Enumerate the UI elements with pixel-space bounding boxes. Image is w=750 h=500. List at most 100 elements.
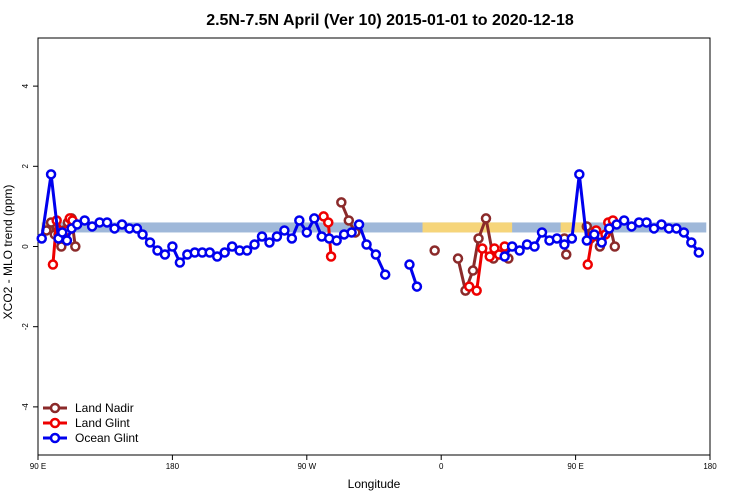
data-point — [514, 245, 525, 256]
legend-swatch-marker-2 — [49, 432, 61, 444]
data-point — [286, 233, 298, 244]
data-point — [467, 265, 479, 276]
data-point — [656, 219, 667, 230]
data-point — [484, 251, 495, 262]
data-point — [626, 221, 637, 232]
data-point — [116, 219, 128, 230]
band-ocean — [41, 222, 707, 233]
x-tick-label-2: 90 W — [297, 462, 316, 471]
data-point — [71, 219, 83, 230]
data-point — [219, 247, 230, 258]
legend-label-2: Ocean Glint — [75, 431, 139, 445]
data-point — [226, 241, 238, 252]
data-point — [57, 227, 68, 238]
data-point — [353, 219, 365, 230]
data-point — [45, 169, 57, 180]
data-point — [566, 233, 578, 244]
data-point — [686, 237, 697, 248]
chart-title: 2.5N-7.5N April (Ver 10) 2015-01-01 to 2… — [206, 12, 574, 29]
data-point — [279, 225, 290, 236]
data-point — [477, 243, 488, 254]
data-point — [131, 223, 143, 234]
data-point — [582, 259, 593, 270]
y-tick-label-1: -2 — [21, 323, 30, 331]
data-point — [167, 241, 178, 252]
data-point — [452, 253, 464, 264]
data-point — [536, 227, 548, 238]
data-point — [271, 231, 283, 242]
data-point — [561, 249, 572, 260]
data-point — [323, 217, 334, 228]
data-point — [404, 259, 415, 270]
data-point — [204, 247, 215, 258]
data-point — [309, 213, 320, 224]
plot-frame — [37, 37, 711, 456]
data-point — [551, 233, 563, 244]
data-point — [559, 239, 570, 250]
data-point — [429, 245, 440, 256]
data-point — [596, 237, 607, 248]
x-tick-label-0: 90 E — [30, 462, 46, 471]
data-point — [61, 235, 73, 246]
data-point — [648, 223, 660, 234]
data-point — [618, 215, 630, 226]
data-point — [611, 219, 622, 230]
data-point — [70, 241, 81, 252]
x-tick-label-5: 180 — [703, 462, 717, 471]
data-point — [361, 239, 372, 250]
data-point — [241, 245, 253, 256]
y-tick-label-2: 0 — [21, 244, 30, 249]
legend-label-0: Land Nadir — [75, 401, 134, 415]
y-tick-label-4: 4 — [21, 83, 30, 88]
data-point — [581, 235, 593, 246]
y-axis: -4 -2 0 2 4 — [21, 83, 38, 410]
data-point — [211, 251, 223, 262]
data-point — [463, 281, 475, 292]
data-point — [137, 229, 148, 240]
data-point — [325, 251, 337, 262]
data-point — [343, 215, 355, 226]
data-point — [370, 249, 382, 260]
x-tick-label-4: 90 E — [567, 462, 583, 471]
data-point — [671, 223, 682, 234]
series-layer — [36, 169, 705, 296]
data-point — [603, 223, 615, 234]
y-tick-label-0: -4 — [21, 403, 30, 411]
data-point — [411, 281, 423, 292]
data-point — [144, 237, 156, 248]
data-point — [36, 233, 47, 244]
data-point — [256, 231, 268, 242]
data-point — [174, 257, 186, 268]
data-point — [346, 227, 357, 238]
data-point — [336, 197, 347, 208]
x-tick-label-3: 0 — [439, 462, 444, 471]
x-axis-label: Longitude — [348, 477, 401, 491]
y-tick-label-3: 2 — [21, 164, 30, 169]
x-axis: 90 E 180 90 W 0 90 E 180 — [30, 455, 717, 471]
data-point — [264, 237, 275, 248]
data-point — [86, 221, 98, 232]
legend-label-1: Land Glint — [75, 416, 130, 430]
data-point — [294, 215, 305, 226]
data-point — [249, 239, 260, 250]
data-point — [379, 269, 391, 280]
legend-swatch-marker-0 — [49, 402, 61, 414]
data-point — [641, 217, 652, 228]
series-ocean-glint — [36, 169, 705, 292]
data-point — [301, 227, 313, 238]
data-point — [609, 241, 621, 252]
band-land-2 — [560, 222, 591, 233]
data-point — [506, 241, 518, 252]
data-point — [574, 169, 585, 180]
data-point — [331, 235, 342, 246]
data-point — [152, 245, 163, 256]
data-point — [159, 249, 171, 260]
data-point — [473, 233, 484, 244]
data-point — [109, 223, 120, 234]
data-point — [499, 251, 510, 262]
y-axis-label: XCO2 - MLO trend (ppm) — [1, 185, 15, 320]
data-point — [471, 285, 482, 296]
data-point — [693, 247, 705, 258]
data-point — [480, 213, 492, 224]
